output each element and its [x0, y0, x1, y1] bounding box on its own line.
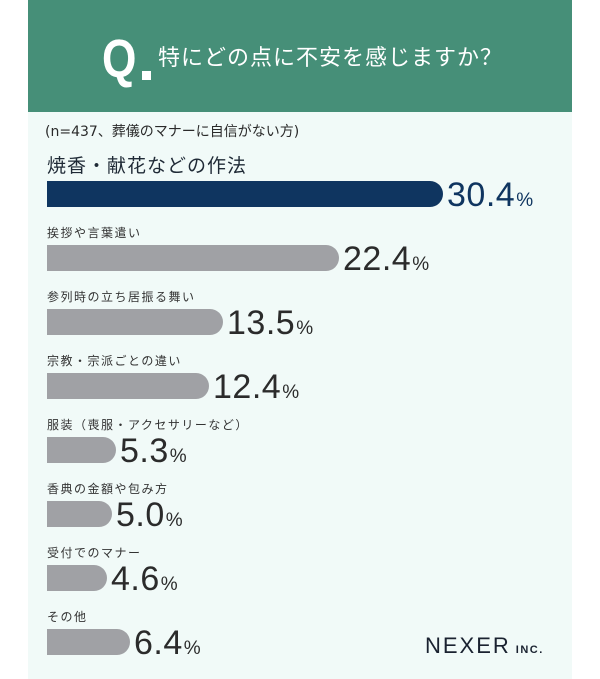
- percent-unit: %: [412, 254, 430, 275]
- bar-value: 6.4%: [134, 626, 201, 660]
- company-logo: NEXER INC.: [425, 633, 544, 659]
- bar-value: 22.4%: [343, 242, 429, 276]
- bar-value-number: 22.4: [343, 240, 412, 278]
- bar-value-number: 30.4: [447, 176, 516, 214]
- percent-unit: %: [160, 574, 178, 595]
- bar-value: 5.0%: [116, 498, 183, 532]
- bar: [47, 309, 223, 335]
- bar: [47, 629, 130, 655]
- bar-value-number: 4.6: [111, 560, 160, 598]
- bar-value-number: 13.5: [227, 304, 296, 342]
- bar-label: 受付でのマナー: [47, 546, 142, 560]
- bar-label: 参列時の立ち居振る舞い: [47, 290, 196, 304]
- logo-suffix: INC.: [515, 644, 544, 656]
- bar-value-number: 5.0: [116, 496, 165, 534]
- bar-value: 13.5%: [227, 306, 313, 340]
- bar-label: 宗教・宗派ごとの違い: [47, 354, 182, 368]
- bar-value: 4.6%: [111, 562, 178, 596]
- percent-unit: %: [296, 318, 314, 339]
- percent-unit: %: [516, 190, 534, 211]
- question-mark-letter: Q: [102, 29, 137, 89]
- bar-label: 香典の金額や包み方: [47, 482, 169, 496]
- bar: [47, 565, 107, 591]
- question-dot-icon: [142, 71, 151, 80]
- survey-card: Q 特にどの点に不安を感じますか？ (n=437、葬儀のマナーに自信がない方) …: [28, 0, 572, 679]
- bar-value: 12.4%: [213, 370, 299, 404]
- bar-value: 5.3%: [120, 434, 187, 468]
- bar-label: 挨拶や言葉遣い: [47, 226, 142, 240]
- bar-label: 服装（喪服・アクセサリーなど）: [47, 418, 249, 432]
- percent-unit: %: [183, 638, 201, 659]
- question-title: 特にどの点に不安を感じますか？: [158, 46, 504, 71]
- bar-label: 焼香・献花などの作法: [47, 155, 248, 177]
- logo-wordmark: NEXER: [425, 633, 511, 658]
- bar-label: その他: [47, 610, 88, 624]
- percent-unit: %: [165, 510, 183, 531]
- bar: [47, 181, 443, 207]
- sample-note: (n=437、葬儀のマナーに自信がない方): [45, 124, 300, 140]
- bar: [47, 501, 112, 527]
- bar: [47, 437, 116, 463]
- question-header: Q 特にどの点に不安を感じますか？: [28, 0, 572, 112]
- bar-value-number: 5.3: [120, 432, 169, 470]
- bar-value-number: 12.4: [213, 368, 282, 406]
- bar-value-number: 6.4: [134, 624, 183, 662]
- bar: [47, 245, 339, 271]
- percent-unit: %: [282, 382, 300, 403]
- bar: [47, 373, 209, 399]
- bar-value: 30.4%: [447, 178, 533, 212]
- percent-unit: %: [169, 446, 187, 467]
